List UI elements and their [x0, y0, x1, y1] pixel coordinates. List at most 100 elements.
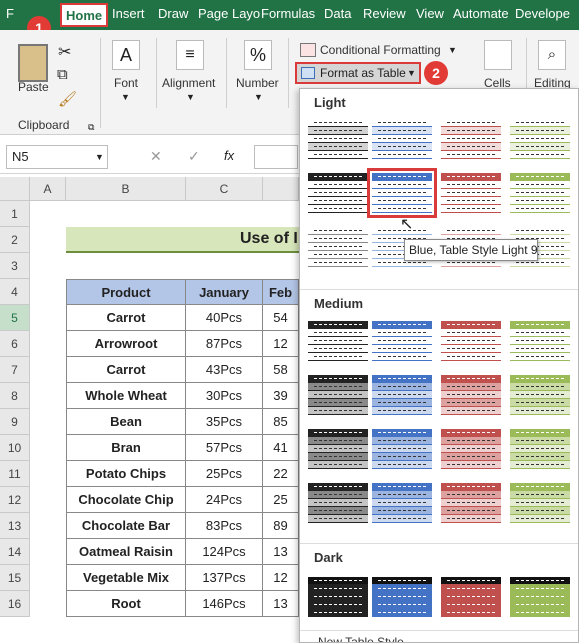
- table-cell[interactable]: 40Pcs: [186, 305, 263, 331]
- table-cell[interactable]: 25: [263, 487, 299, 513]
- row-header[interactable]: 6: [0, 331, 30, 357]
- conditional-formatting-button[interactable]: Conditional Formatting: [320, 43, 441, 57]
- table-style-swatch[interactable]: [510, 119, 570, 159]
- font-label[interactable]: Font: [114, 76, 139, 90]
- table-style-swatch[interactable]: [308, 119, 368, 159]
- table-style-swatch[interactable]: [441, 375, 501, 415]
- column-header-d[interactable]: [263, 177, 299, 201]
- table-cell[interactable]: Vegetable Mix: [66, 565, 186, 591]
- column-header-a[interactable]: A: [30, 177, 66, 201]
- table-style-swatch[interactable]: [372, 375, 432, 415]
- row-header[interactable]: 16: [0, 591, 30, 617]
- row-header[interactable]: 14: [0, 539, 30, 565]
- table-style-swatch[interactable]: [510, 321, 570, 361]
- copy-icon[interactable]: ⧉: [57, 66, 68, 83]
- table-style-swatch[interactable]: [372, 483, 432, 523]
- table-cell[interactable]: 13: [263, 591, 299, 617]
- dialog-launcher-icon[interactable]: ⧉: [88, 122, 95, 132]
- table-style-swatch[interactable]: [308, 173, 368, 213]
- tab-insert[interactable]: Insert: [112, 6, 145, 21]
- editing-label[interactable]: Editing: [534, 76, 571, 90]
- table-cell[interactable]: Root: [66, 591, 186, 617]
- column-header-c[interactable]: C: [186, 177, 263, 201]
- row-header[interactable]: 4: [0, 279, 30, 305]
- row-header[interactable]: 10: [0, 435, 30, 461]
- paste-label[interactable]: Paste: [18, 80, 49, 94]
- table-style-swatch[interactable]: [441, 321, 501, 361]
- table-cell[interactable]: 124Pcs: [186, 539, 263, 565]
- row-header[interactable]: 3: [0, 253, 30, 279]
- row-header[interactable]: 2: [0, 227, 30, 253]
- table-style-swatch[interactable]: [441, 429, 501, 469]
- table-header-cell[interactable]: Feb: [263, 279, 299, 305]
- table-cell[interactable]: 58: [263, 357, 299, 383]
- insert-function-icon[interactable]: fx: [224, 148, 235, 163]
- row-header[interactable]: 8: [0, 383, 30, 409]
- font-icon[interactable]: A: [112, 40, 140, 70]
- number-icon[interactable]: %: [244, 40, 272, 70]
- row-header[interactable]: 5: [0, 305, 30, 331]
- table-cell[interactable]: 43Pcs: [186, 357, 263, 383]
- cut-icon[interactable]: ✂: [58, 44, 72, 61]
- cancel-icon[interactable]: ✕: [150, 148, 162, 164]
- table-cell[interactable]: Potato Chips: [66, 461, 186, 487]
- cells-icon[interactable]: [484, 40, 512, 70]
- table-style-swatch[interactable]: [510, 577, 570, 617]
- enter-icon[interactable]: ✓: [188, 148, 200, 164]
- table-style-swatch[interactable]: [372, 119, 432, 159]
- formula-input[interactable]: [254, 145, 298, 169]
- table-style-swatch[interactable]: [441, 119, 501, 159]
- table-style-swatch[interactable]: [308, 429, 368, 469]
- table-style-swatch[interactable]: [308, 227, 368, 267]
- table-cell[interactable]: 13: [263, 539, 299, 565]
- alignment-label[interactable]: Alignment: [162, 76, 216, 90]
- table-cell[interactable]: Chocolate Bar: [66, 513, 186, 539]
- table-cell[interactable]: 54: [263, 305, 299, 331]
- table-style-swatch[interactable]: [308, 375, 368, 415]
- format-painter-icon[interactable]: 🖌: [58, 91, 78, 108]
- row-header[interactable]: 11: [0, 461, 30, 487]
- sheet-title-cell[interactable]: Use of I: [66, 227, 299, 253]
- table-style-swatch[interactable]: [367, 168, 437, 218]
- row-header[interactable]: 7: [0, 357, 30, 383]
- table-cell[interactable]: 57Pcs: [186, 435, 263, 461]
- table-cell[interactable]: Whole Wheat: [66, 383, 186, 409]
- alignment-icon[interactable]: ≡: [176, 40, 204, 70]
- chevron-down-icon[interactable]: ▼: [448, 45, 457, 55]
- table-style-swatch[interactable]: [308, 483, 368, 523]
- tab-developer[interactable]: Develope: [515, 6, 570, 21]
- tab-formulas[interactable]: Formulas: [261, 6, 316, 21]
- table-style-swatch[interactable]: [510, 375, 570, 415]
- select-all-corner[interactable]: [0, 177, 30, 201]
- tab-file[interactable]: F: [6, 6, 14, 21]
- table-cell[interactable]: Bran: [66, 435, 186, 461]
- tab-data[interactable]: Data: [324, 6, 352, 21]
- table-header-cell[interactable]: Product: [66, 279, 186, 305]
- row-header[interactable]: 12: [0, 487, 30, 513]
- table-style-swatch[interactable]: [510, 173, 570, 213]
- table-cell[interactable]: 85: [263, 409, 299, 435]
- table-style-swatch[interactable]: [308, 321, 368, 361]
- table-cell[interactable]: Arrowroot: [66, 331, 186, 357]
- table-style-swatch[interactable]: [372, 321, 432, 361]
- table-cell[interactable]: 137Pcs: [186, 565, 263, 591]
- tab-page-layout[interactable]: Page Layo: [198, 6, 261, 21]
- row-header[interactable]: 15: [0, 565, 30, 591]
- chevron-down-icon[interactable]: ▼: [95, 152, 104, 162]
- table-cell[interactable]: 41: [263, 435, 299, 461]
- table-cell[interactable]: 30Pcs: [186, 383, 263, 409]
- table-style-swatch[interactable]: [308, 577, 368, 617]
- number-label[interactable]: Number: [236, 76, 279, 90]
- tab-home[interactable]: Home: [60, 3, 109, 27]
- table-cell[interactable]: Oatmeal Raisin: [66, 539, 186, 565]
- chevron-down-icon[interactable]: ▼: [254, 92, 263, 102]
- table-cell[interactable]: Bean: [66, 409, 186, 435]
- tab-view[interactable]: View: [416, 6, 444, 21]
- table-cell[interactable]: 87Pcs: [186, 331, 263, 357]
- table-cell[interactable]: 146Pcs: [186, 591, 263, 617]
- table-style-swatch[interactable]: [441, 577, 501, 617]
- row-header[interactable]: 13: [0, 513, 30, 539]
- table-cell[interactable]: Chocolate Chip: [66, 487, 186, 513]
- table-cell[interactable]: 39: [263, 383, 299, 409]
- table-style-swatch[interactable]: [510, 429, 570, 469]
